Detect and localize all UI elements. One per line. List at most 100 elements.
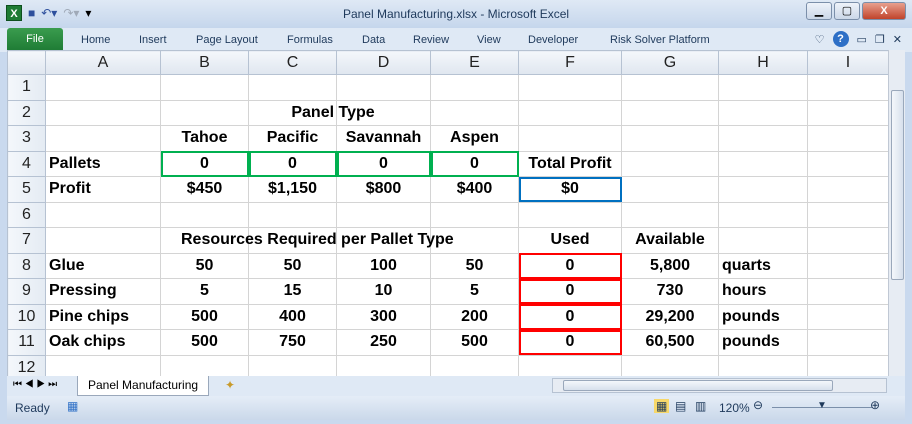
cell-B7[interactable]: Resources Required per Pallet Type — [160, 227, 454, 254]
column-header-b[interactable]: B — [160, 50, 249, 75]
cell-F4[interactable]: Total Profit — [518, 150, 622, 177]
cell-I7[interactable] — [807, 227, 889, 254]
cell-G4[interactable] — [621, 150, 719, 177]
column-header-g[interactable]: G — [621, 50, 719, 75]
row-header[interactable]: 2 — [7, 99, 46, 126]
page-break-view-icon[interactable]: ▥ — [695, 399, 707, 413]
cell-D10[interactable]: 300 — [336, 303, 431, 330]
tab-risk-solver-platform[interactable]: Risk Solver Platform — [610, 34, 710, 46]
cell-G6[interactable] — [621, 201, 719, 228]
cell-B10[interactable]: 500 — [160, 303, 249, 330]
restore-window-icon[interactable]: ❐ — [874, 33, 885, 46]
cell-G10[interactable]: 29,200 — [621, 303, 719, 330]
cell-A9[interactable]: Pressing — [45, 278, 161, 305]
tab-data[interactable]: Data — [362, 34, 386, 46]
page-layout-view-icon[interactable]: ▤ — [675, 399, 687, 413]
cell-B1[interactable] — [160, 74, 249, 101]
cell-H7[interactable] — [718, 227, 808, 254]
redo-icon[interactable]: ↷▾ — [63, 6, 80, 20]
cell-E4[interactable]: 0 — [430, 150, 519, 177]
cell-C11[interactable]: 750 — [248, 329, 337, 356]
cell-B5[interactable]: $450 — [160, 176, 249, 203]
cell-G7[interactable]: Available — [621, 227, 719, 254]
cell-B3[interactable]: Tahoe — [160, 125, 249, 152]
cell-H12[interactable] — [718, 354, 808, 376]
zoom-out-button[interactable]: ⊖ — [753, 398, 764, 412]
row-header[interactable]: 9 — [7, 278, 46, 305]
maximize-button[interactable]: ▢ — [834, 2, 860, 20]
close-workbook-icon[interactable]: ✕ — [892, 33, 902, 46]
cell-E8[interactable]: 50 — [430, 252, 519, 279]
cell-D11[interactable]: 250 — [336, 329, 431, 356]
cell-F8[interactable]: 0 — [518, 252, 622, 279]
cell-E1[interactable] — [430, 74, 519, 101]
cell-H5[interactable] — [718, 176, 808, 203]
tab-file[interactable]: File — [7, 28, 63, 51]
cell-A1[interactable] — [45, 74, 161, 101]
excel-icon[interactable]: X — [6, 5, 22, 21]
cell-F12[interactable] — [518, 354, 622, 376]
cell-G8[interactable]: 5,800 — [621, 252, 719, 279]
cell-C12[interactable] — [248, 354, 337, 376]
cell-C1[interactable] — [248, 74, 337, 101]
tab-page-layout[interactable]: Page Layout — [196, 34, 258, 46]
cell-I4[interactable] — [807, 150, 889, 177]
cell-F6[interactable] — [518, 201, 622, 228]
cell-F11[interactable]: 0 — [518, 329, 622, 356]
sheet-nav-arrows-icon[interactable]: ⏮ ◀ ▶ ⏭ — [13, 379, 58, 390]
cell-D6[interactable] — [336, 201, 431, 228]
close-button[interactable]: X — [862, 2, 906, 20]
cell-E11[interactable]: 500 — [430, 329, 519, 356]
vertical-scroll-thumb[interactable] — [891, 90, 904, 280]
cell-I8[interactable] — [807, 252, 889, 279]
cell-B4[interactable]: 0 — [160, 150, 249, 177]
cell-F5[interactable]: $0 — [518, 176, 622, 203]
cell-F1[interactable] — [518, 74, 622, 101]
insert-sheet-icon[interactable]: ✦ — [225, 378, 236, 392]
cell-C5[interactable]: $1,150 — [248, 176, 337, 203]
cell-F9[interactable]: 0 — [518, 278, 622, 305]
cell-H2[interactable] — [718, 99, 808, 126]
column-header-i[interactable]: I — [807, 50, 889, 75]
help-icon[interactable]: ? — [832, 31, 849, 47]
cell-D4[interactable]: 0 — [336, 150, 431, 177]
cell-F2[interactable] — [518, 99, 622, 126]
cell-A6[interactable] — [45, 201, 161, 228]
cell-D3[interactable]: Savannah — [336, 125, 431, 152]
cell-G5[interactable] — [621, 176, 719, 203]
tab-review[interactable]: Review — [413, 34, 450, 46]
cell-C8[interactable]: 50 — [248, 252, 337, 279]
column-header-e[interactable]: E — [430, 50, 519, 75]
ribbon-minimize-icon[interactable]: ▭ — [856, 33, 867, 46]
cell-D8[interactable]: 100 — [336, 252, 431, 279]
cell-A3[interactable] — [45, 125, 161, 152]
cell-I9[interactable] — [807, 278, 889, 305]
cell-A8[interactable]: Glue — [45, 252, 161, 279]
cell-C10[interactable]: 400 — [248, 303, 337, 330]
tab-view[interactable]: View — [477, 34, 501, 46]
cell-A4[interactable]: Pallets — [45, 150, 161, 177]
cell-I6[interactable] — [807, 201, 889, 228]
cell-D9[interactable]: 10 — [336, 278, 431, 305]
vertical-scrollbar[interactable] — [888, 50, 905, 376]
zoom-slider[interactable] — [772, 407, 872, 408]
horizontal-scrollbar[interactable] — [552, 378, 887, 393]
row-header[interactable]: 8 — [7, 252, 46, 279]
cell-I10[interactable] — [807, 303, 889, 330]
cell-H8[interactable]: quarts — [718, 252, 808, 279]
cell-I3[interactable] — [807, 125, 889, 152]
cell-A2[interactable] — [45, 99, 161, 126]
cell-E9[interactable]: 5 — [430, 278, 519, 305]
tab-developer[interactable]: Developer — [528, 34, 579, 46]
minimize-button[interactable]: ▁ — [806, 2, 832, 20]
cell-E6[interactable] — [430, 201, 519, 228]
row-header[interactable]: 4 — [7, 150, 46, 177]
zoom-level[interactable]: 120% — [719, 401, 750, 415]
row-header[interactable]: 1 — [7, 74, 46, 101]
cell-C9[interactable]: 15 — [248, 278, 337, 305]
column-header-c[interactable]: C — [248, 50, 337, 75]
cell-E2[interactable] — [430, 99, 519, 126]
cell-I2[interactable] — [807, 99, 889, 126]
cell-F3[interactable] — [518, 125, 622, 152]
cell-I12[interactable] — [807, 354, 889, 376]
